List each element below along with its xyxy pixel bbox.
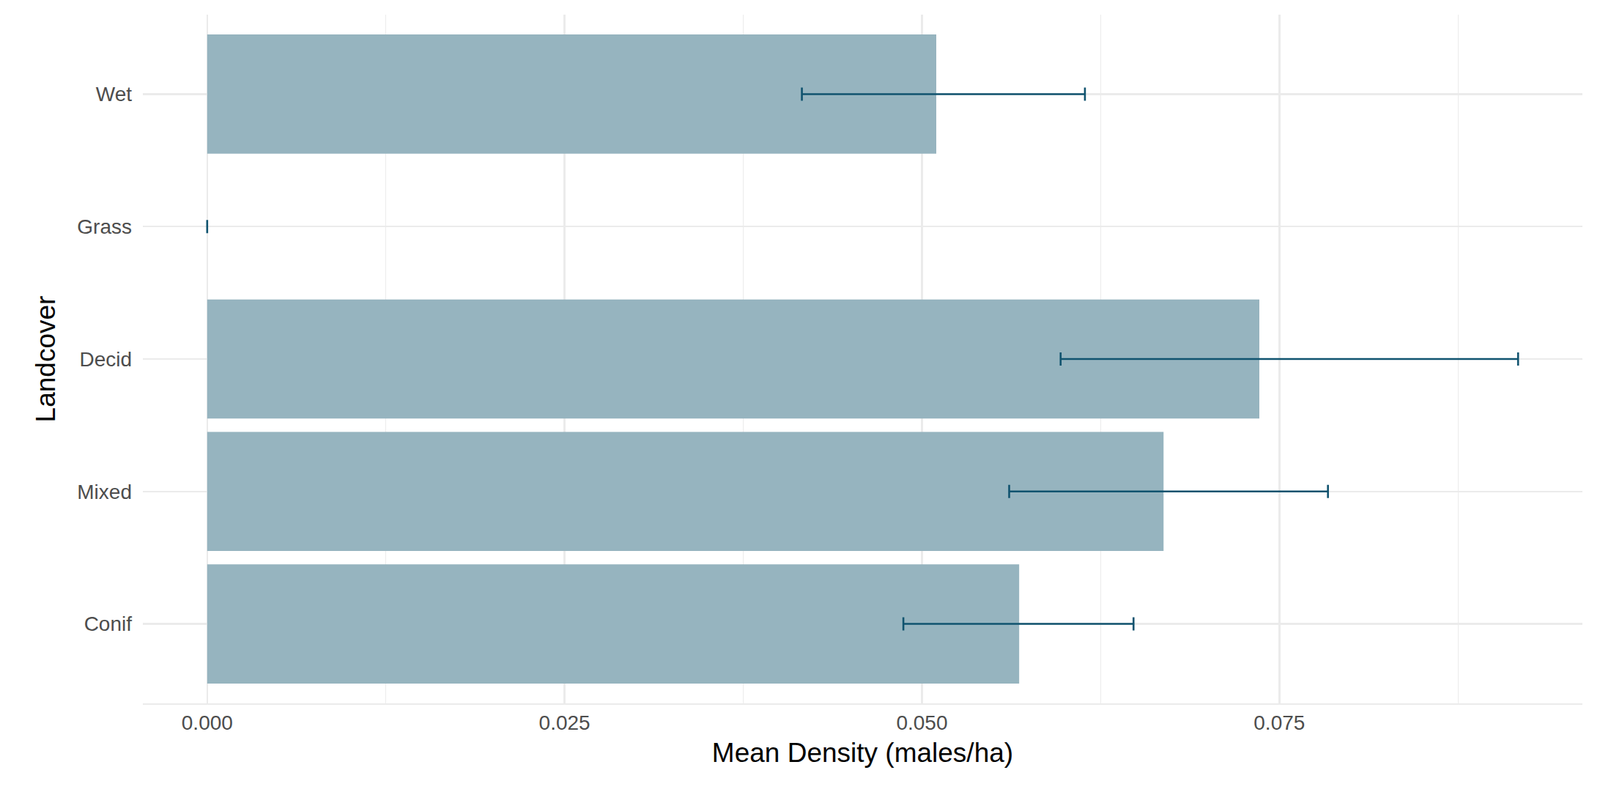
svg-text:0.000: 0.000 — [181, 711, 233, 735]
svg-text:0.025: 0.025 — [539, 711, 591, 735]
svg-text:Decid: Decid — [79, 347, 132, 371]
svg-text:Conif: Conif — [84, 612, 133, 636]
svg-text:Wet: Wet — [95, 82, 132, 106]
svg-text:Grass: Grass — [76, 215, 132, 239]
svg-text:Mixed: Mixed — [76, 480, 132, 504]
svg-text:Landcover: Landcover — [30, 295, 61, 423]
svg-text:Mean Density (males/ha): Mean Density (males/ha) — [712, 737, 1014, 768]
svg-text:0.050: 0.050 — [895, 711, 948, 735]
svg-text:0.075: 0.075 — [1253, 711, 1305, 735]
